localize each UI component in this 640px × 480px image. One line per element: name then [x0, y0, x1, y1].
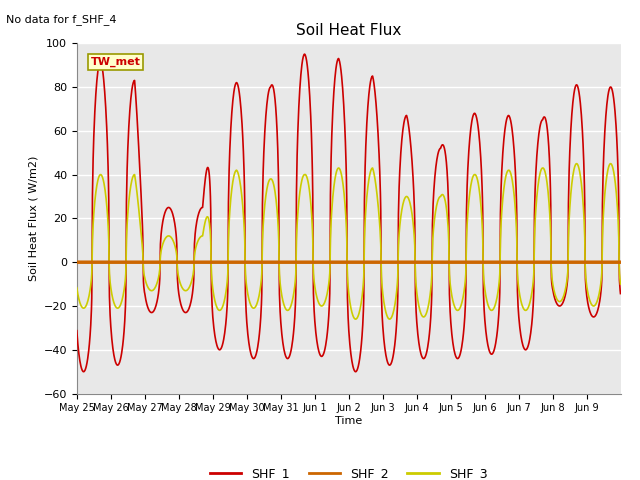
SHF_1: [80, 369, 88, 374]
SHF_2: [83, 259, 91, 265]
X-axis label: Time: Time: [335, 416, 362, 426]
SHF_2: [582, 259, 589, 265]
Title: Soil Heat Flux: Soil Heat Flux: [296, 23, 401, 38]
Legend: SHF_1, SHF_2, SHF_3: SHF_1, SHF_2, SHF_3: [205, 462, 492, 480]
SHF_2: [351, 259, 359, 265]
SHF_2: [447, 259, 455, 265]
SHF_1: [301, 51, 308, 57]
SHF_3: [73, 285, 81, 291]
Text: TW_met: TW_met: [90, 57, 140, 68]
Line: SHF_1: SHF_1: [77, 54, 620, 372]
SHF_3: [351, 316, 359, 322]
SHF_1: [319, 352, 327, 358]
SHF_2: [73, 259, 81, 265]
SHF_3: [83, 300, 91, 306]
SHF_3: [319, 303, 326, 309]
SHF_2: [319, 259, 326, 265]
Y-axis label: Soil Heat Flux ( W/m2): Soil Heat Flux ( W/m2): [28, 156, 38, 281]
SHF_1: [83, 358, 91, 364]
SHF_3: [352, 316, 360, 322]
Text: No data for f_SHF_4: No data for f_SHF_4: [6, 14, 117, 25]
SHF_1: [449, 335, 456, 340]
SHF_1: [582, 287, 590, 293]
SHF_1: [170, 218, 178, 224]
SHF_3: [573, 161, 580, 167]
SHF_3: [170, 240, 178, 246]
SHF_2: [616, 259, 624, 265]
SHF_2: [170, 259, 178, 265]
SHF_1: [616, 291, 624, 297]
SHF_1: [352, 369, 360, 374]
SHF_3: [448, 293, 456, 299]
SHF_3: [616, 281, 624, 287]
SHF_1: [73, 328, 81, 334]
Line: SHF_3: SHF_3: [77, 164, 620, 319]
SHF_3: [582, 278, 590, 284]
